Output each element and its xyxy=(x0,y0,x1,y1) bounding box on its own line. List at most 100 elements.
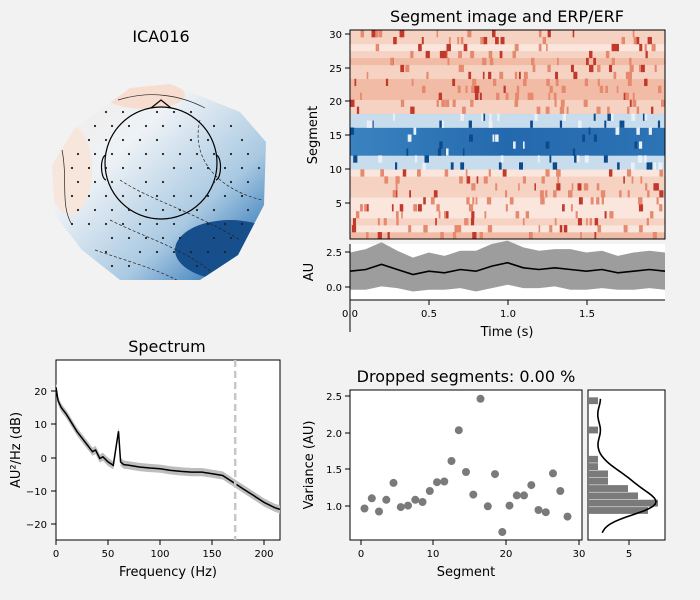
sensor-dot xyxy=(212,208,216,212)
heatmap-cell xyxy=(623,225,628,233)
dropped-ytick-2.0: 2.0 xyxy=(326,429,342,440)
spectrum-xtick-200: 200 xyxy=(254,549,273,560)
heatmap-cell xyxy=(350,99,355,107)
sensor-dot xyxy=(121,110,125,114)
sensor-dot xyxy=(161,236,165,240)
heatmap-cell xyxy=(632,30,635,38)
heatmap-cell xyxy=(367,204,369,212)
heatmap-cell xyxy=(422,162,426,170)
heatmap-cell xyxy=(377,218,380,226)
heatmap-cell xyxy=(378,155,383,163)
segment-image-ylabel: Segment xyxy=(306,106,321,165)
heatmap-cell xyxy=(545,169,550,177)
heatmap-cell xyxy=(654,64,657,73)
heatmap-cell xyxy=(538,225,541,233)
heatmap-cell xyxy=(426,71,429,80)
heatmap-cell xyxy=(607,106,610,114)
heatmap-cell xyxy=(570,64,574,73)
spectrum-xlabel: Frequency (Hz) xyxy=(119,565,217,580)
spectrum-ylabel: AU²/Hz (dB) xyxy=(9,412,24,488)
heatmap-cell xyxy=(462,106,466,114)
heatmap-cell xyxy=(532,64,536,73)
sensor-dot xyxy=(172,222,176,226)
heatmap-cell xyxy=(545,190,548,198)
scatter-point xyxy=(454,426,463,435)
heatmap-cell xyxy=(439,141,443,149)
erp-xtick-1.5: 1.5 xyxy=(579,309,595,320)
heatmap-cell xyxy=(644,113,648,121)
heatmap-cell xyxy=(589,50,593,59)
heatmap-row xyxy=(350,183,665,191)
sensor-dot xyxy=(212,236,216,240)
sensor-dot xyxy=(240,166,244,170)
heatmap-cell xyxy=(417,204,422,212)
heatmap-cell xyxy=(410,50,414,59)
heatmap-cell xyxy=(409,190,412,198)
heatmap-cell xyxy=(458,225,462,233)
heatmap-cell xyxy=(452,99,456,107)
heatmap-row xyxy=(350,225,665,233)
heatmap-cell xyxy=(503,85,506,93)
heatmap-cell xyxy=(571,183,574,191)
heatmap-cell xyxy=(584,155,589,163)
sensor-dot xyxy=(172,110,176,114)
heatmap-cell xyxy=(396,218,399,226)
heatmap-cell xyxy=(430,197,435,205)
segment-ytick-25: 25 xyxy=(329,64,342,75)
heatmap-cell xyxy=(497,113,500,121)
sensor-dot xyxy=(257,166,261,170)
heatmap-cell xyxy=(371,120,374,128)
heatmap-cell xyxy=(488,120,493,128)
sensor-dot xyxy=(155,194,159,198)
heatmap-cell xyxy=(584,78,588,87)
heatmap-cell xyxy=(356,106,360,114)
heatmap-cell xyxy=(609,113,614,121)
heatmap-cell xyxy=(639,43,643,52)
heatmap-cell xyxy=(479,92,482,100)
heatmap-cell xyxy=(559,225,563,233)
sensor-dot xyxy=(223,194,227,198)
heatmap-cell xyxy=(459,176,463,184)
sensor-dot xyxy=(70,166,74,170)
histogram-bar xyxy=(588,397,598,405)
heatmap-cell xyxy=(522,176,526,184)
scatter-point xyxy=(389,478,398,487)
topomap-field xyxy=(52,84,266,280)
heatmap-cell xyxy=(423,225,428,233)
sensor-dot xyxy=(178,152,182,156)
heatmap-cell xyxy=(479,232,483,240)
heatmap-cell xyxy=(414,155,418,163)
scatter-point xyxy=(498,528,507,536)
heatmap-cell xyxy=(593,134,597,142)
heatmap-cell xyxy=(553,92,557,100)
sensor-dot xyxy=(121,166,125,170)
heatmap-cell xyxy=(512,50,516,59)
scatter-point xyxy=(483,502,492,511)
heatmap-cell xyxy=(546,43,548,52)
heatmap-row xyxy=(350,211,665,219)
sensor-dot xyxy=(76,208,80,212)
dropped-xtick-0: 0 xyxy=(358,549,364,560)
sensor-dot xyxy=(246,208,250,212)
heatmap-cell xyxy=(450,162,454,170)
heatmap-cell xyxy=(523,141,525,149)
sensor-dot xyxy=(178,124,182,128)
erp-ylabel: AU xyxy=(302,263,317,281)
heatmap-cell xyxy=(516,85,520,93)
heatmap-cell xyxy=(570,204,573,212)
heatmap-cell xyxy=(408,225,412,233)
heatmap-cell xyxy=(600,190,606,198)
heatmap-row xyxy=(350,50,665,59)
sensor-dot xyxy=(87,194,91,198)
heatmap-cell xyxy=(513,141,516,149)
heatmap-cell xyxy=(582,134,586,142)
heatmap-cell xyxy=(608,64,613,73)
heatmap-cell xyxy=(350,127,355,135)
heatmap-cell xyxy=(421,36,424,45)
sensor-dot xyxy=(70,222,74,226)
heatmap-cell xyxy=(656,197,659,205)
sensor-dot xyxy=(110,208,114,212)
heatmap-cell xyxy=(626,169,632,177)
heatmap-cell xyxy=(542,36,547,45)
heatmap-cell xyxy=(577,120,582,128)
